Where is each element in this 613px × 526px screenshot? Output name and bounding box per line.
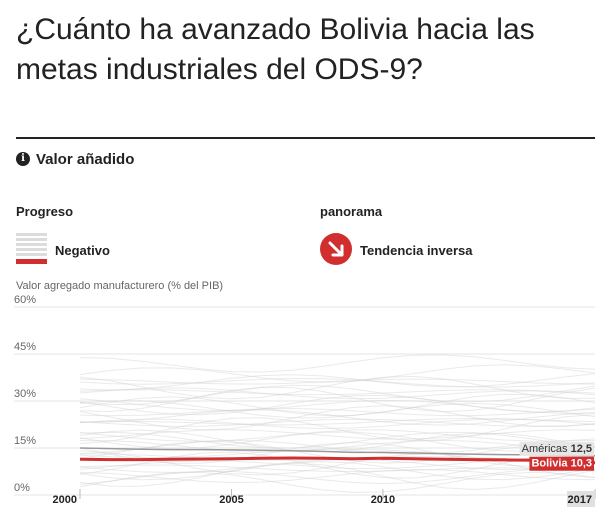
series-name-label: Américas [522,443,571,455]
arrow-down-right-icon [320,233,352,265]
background-line [79,398,596,414]
series-value-label: 12,5 [571,443,592,455]
background-line [79,450,596,479]
background-line [79,386,596,413]
section-header[interactable]: i Valor añadido [16,150,134,168]
background-line [79,439,596,455]
panorama-legend-label: Tendencia inversa [360,243,473,258]
progress-swatch [16,233,47,264]
title-divider [16,137,595,139]
svg-text:Bolivia 10,3: Bolivia 10,3 [531,458,592,470]
background-line [79,393,596,416]
background-line [79,377,596,388]
background-line [79,464,596,473]
progress-legend-label: Negativo [55,243,110,258]
background-line [79,429,596,442]
panorama-heading: panorama [320,204,383,219]
background-line [79,467,596,485]
background-line [79,375,596,400]
y-tick-label: 60% [14,295,36,306]
series-line-bolivia [79,456,596,465]
x-tick-label: 2005 [219,494,243,506]
background-line [79,429,596,440]
y-tick-label: 30% [14,388,36,400]
y-tick-label: 15% [14,435,36,447]
series-line-américas [79,447,596,457]
x-tick-label: 2017 [568,494,592,506]
background-line [79,384,596,406]
background-line [79,400,596,419]
background-line [79,405,596,431]
chart-series [79,447,596,465]
page-title: ¿Cuánto ha avanzado Bolivia hacia las me… [16,13,535,86]
background-line [79,354,596,373]
series-name-label: Bolivia [531,458,570,470]
progress-heading: Progreso [16,204,74,219]
series-value-label: 10,3 [571,458,592,470]
end-label-bolivia: Bolivia 10,3 [529,456,594,471]
y-axis-ticks: 0% 15% 30% 45% 60% [14,295,36,494]
section-label: Valor añadido [36,150,135,168]
background-line [79,414,596,445]
background-line [79,461,596,481]
label-background [519,441,594,456]
background-line [79,407,596,417]
background-line [79,431,596,449]
background-line [79,448,596,459]
background-line [79,418,596,427]
background-country-lines [79,354,596,493]
background-line [79,471,596,493]
background-line [79,409,596,426]
background-line [79,431,596,452]
background-line [79,387,596,400]
x-tick-label: 2000 [53,494,77,506]
y-axis-title: Valor agregado manufacturero (% del PIB) [16,280,224,292]
background-line [79,429,596,453]
x-tick-highlight [567,491,595,507]
info-icon[interactable]: i [16,152,30,166]
background-line [79,389,596,396]
y-tick-label: 45% [14,341,36,353]
background-line [79,394,596,416]
background-line [79,462,596,491]
end-label-américas: Américas 12,5 [519,441,594,456]
line-chart: 0% 15% 30% 45% 60% 2000 2005 2010 2017 Bolivia … [14,295,596,507]
x-tick-label: 2010 [371,494,395,506]
background-line [80,439,596,453]
background-line [79,469,596,484]
y-tick-label: 0% [14,482,30,494]
svg-text:Américas 12,5: Américas 12,5 [522,443,592,455]
background-line [79,378,596,385]
background-line [79,441,596,468]
background-line [79,364,596,383]
label-background [529,456,594,471]
background-line [79,418,596,430]
background-line [79,373,596,391]
background-line [79,417,596,426]
x-axis-ticks: 2000 2005 2010 2017 [53,489,596,507]
